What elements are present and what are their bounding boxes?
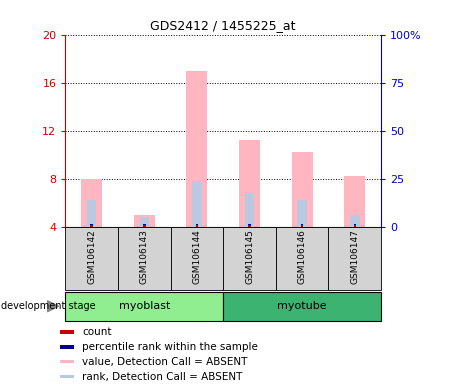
Bar bbox=[350, 215, 359, 227]
Bar bbox=[192, 181, 202, 227]
Text: percentile rank within the sample: percentile rank within the sample bbox=[83, 342, 258, 352]
Text: GSM106143: GSM106143 bbox=[140, 229, 149, 284]
Bar bbox=[239, 140, 260, 227]
Text: GSM106142: GSM106142 bbox=[87, 229, 96, 284]
Bar bbox=[344, 176, 365, 227]
Text: myoblast: myoblast bbox=[119, 301, 170, 311]
Bar bbox=[328, 227, 381, 290]
Text: development stage: development stage bbox=[1, 301, 96, 311]
Bar bbox=[249, 224, 251, 225]
Bar bbox=[170, 227, 223, 290]
Bar bbox=[60, 330, 74, 334]
Bar bbox=[87, 200, 97, 227]
Bar bbox=[134, 215, 155, 227]
Text: value, Detection Call = ABSENT: value, Detection Call = ABSENT bbox=[83, 357, 248, 367]
Bar bbox=[196, 224, 198, 225]
Bar bbox=[60, 360, 74, 364]
Bar bbox=[140, 217, 149, 227]
Bar bbox=[91, 224, 93, 225]
Bar bbox=[223, 292, 381, 321]
Bar bbox=[81, 179, 102, 227]
Text: count: count bbox=[83, 327, 112, 337]
Polygon shape bbox=[47, 301, 59, 312]
Bar bbox=[65, 227, 118, 290]
Bar bbox=[118, 227, 170, 290]
Bar bbox=[60, 375, 74, 378]
Bar bbox=[223, 227, 276, 290]
Bar bbox=[196, 225, 198, 227]
Text: GSM106145: GSM106145 bbox=[245, 229, 254, 284]
Text: GSM106147: GSM106147 bbox=[350, 229, 359, 284]
Bar bbox=[143, 224, 146, 225]
Bar bbox=[276, 227, 328, 290]
Text: rank, Detection Call = ABSENT: rank, Detection Call = ABSENT bbox=[83, 372, 243, 382]
Title: GDS2412 / 1455225_at: GDS2412 / 1455225_at bbox=[151, 19, 296, 32]
Bar bbox=[65, 292, 223, 321]
Bar bbox=[301, 225, 304, 227]
Bar bbox=[354, 225, 356, 227]
Bar bbox=[245, 193, 254, 227]
Bar bbox=[60, 345, 74, 349]
Bar bbox=[292, 152, 313, 227]
Text: myotube: myotube bbox=[277, 301, 327, 311]
Bar bbox=[249, 225, 251, 227]
Bar bbox=[91, 225, 93, 227]
Bar bbox=[354, 224, 356, 225]
Text: GSM106144: GSM106144 bbox=[193, 229, 202, 284]
Bar bbox=[186, 71, 207, 227]
Bar bbox=[301, 224, 304, 225]
Bar bbox=[143, 225, 146, 227]
Bar bbox=[297, 200, 307, 227]
Text: GSM106146: GSM106146 bbox=[298, 229, 307, 284]
